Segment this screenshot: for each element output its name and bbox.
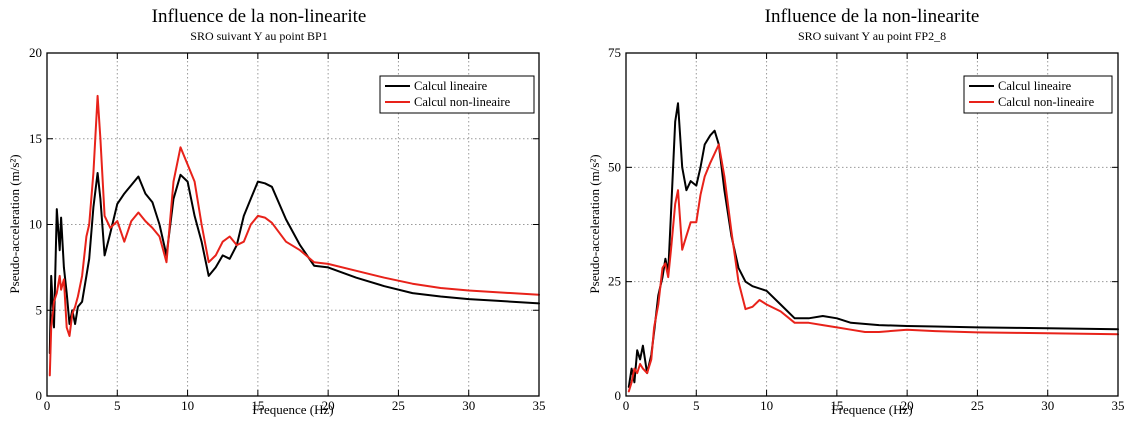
x-tick-label: 35	[1112, 398, 1125, 413]
x-tick-label: 5	[114, 398, 121, 413]
x-tick-label: 20	[322, 398, 335, 413]
legend-box	[379, 75, 535, 114]
axis-ticks: 0 5 10 15 20 25 30 35 0 5 10 15 20	[29, 45, 546, 413]
x-tick-label: 20	[901, 398, 914, 413]
plot-frame	[625, 52, 1119, 397]
chart-right: Influence de la non-linearite SRO suivan…	[587, 6, 1125, 417]
series-lines	[48, 94, 540, 377]
legend-label-lineaire: Calcul lineaire	[414, 79, 488, 93]
y-tick-label: 25	[608, 274, 621, 289]
y-tick-label: 10	[29, 217, 42, 232]
chart-subtitle: SRO suivant Y au point FP2_8	[798, 29, 946, 43]
x-tick-label: 30	[462, 398, 475, 413]
x-axis-label: Frequence (Hz)	[831, 402, 912, 417]
x-tick-label: 10	[181, 398, 194, 413]
series-line-non-lineaire	[48, 94, 540, 377]
y-tick-label: 5	[36, 302, 43, 317]
x-tick-label: 10	[760, 398, 773, 413]
legend: Calcul lineaire Calcul non-lineaire	[963, 75, 1113, 114]
x-axis-label: Frequence (Hz)	[252, 402, 333, 417]
chart-title: Influence de la non-linearite	[152, 6, 367, 27]
y-tick-label: 0	[615, 388, 622, 403]
chart-left: Influence de la non-linearite SRO suivan…	[7, 6, 546, 417]
y-axis-label: Pseudo-acceleration (m/s²)	[7, 154, 22, 293]
series-lines	[627, 102, 1119, 393]
y-tick-label: 75	[608, 45, 621, 60]
x-tick-label: 0	[623, 398, 630, 413]
series-line-lineaire	[627, 102, 1119, 388]
y-tick-label: 50	[608, 159, 621, 174]
x-tick-label: 0	[44, 398, 51, 413]
chart-title: Influence de la non-linearite	[765, 6, 980, 27]
x-tick-label: 35	[533, 398, 546, 413]
series-line-lineaire	[48, 172, 540, 355]
legend-label-non-lineaire: Calcul non-lineaire	[414, 95, 511, 109]
x-tick-label: 15	[251, 398, 264, 413]
legend: Calcul lineaire Calcul non-lineaire	[379, 75, 535, 114]
chart-subtitle: SRO suivant Y au point BP1	[190, 29, 327, 43]
series-line-non-lineaire	[627, 143, 1119, 393]
x-tick-label: 30	[1041, 398, 1054, 413]
y-tick-label: 20	[29, 45, 42, 60]
x-tick-label: 5	[693, 398, 700, 413]
legend-label-non-lineaire: Calcul non-lineaire	[998, 95, 1095, 109]
y-tick-label: 15	[29, 131, 42, 146]
y-tick-label: 0	[36, 388, 43, 403]
x-tick-label: 25	[392, 398, 405, 413]
legend-label-lineaire: Calcul lineaire	[998, 79, 1072, 93]
x-tick-label: 25	[971, 398, 984, 413]
legend-box	[963, 75, 1113, 114]
y-axis-label: Pseudo-acceleration (m/s²)	[587, 154, 602, 293]
x-tick-label: 15	[830, 398, 843, 413]
axis-ticks: 0 5 10 15 20 25 30 35 0 25 50 75	[608, 45, 1125, 413]
